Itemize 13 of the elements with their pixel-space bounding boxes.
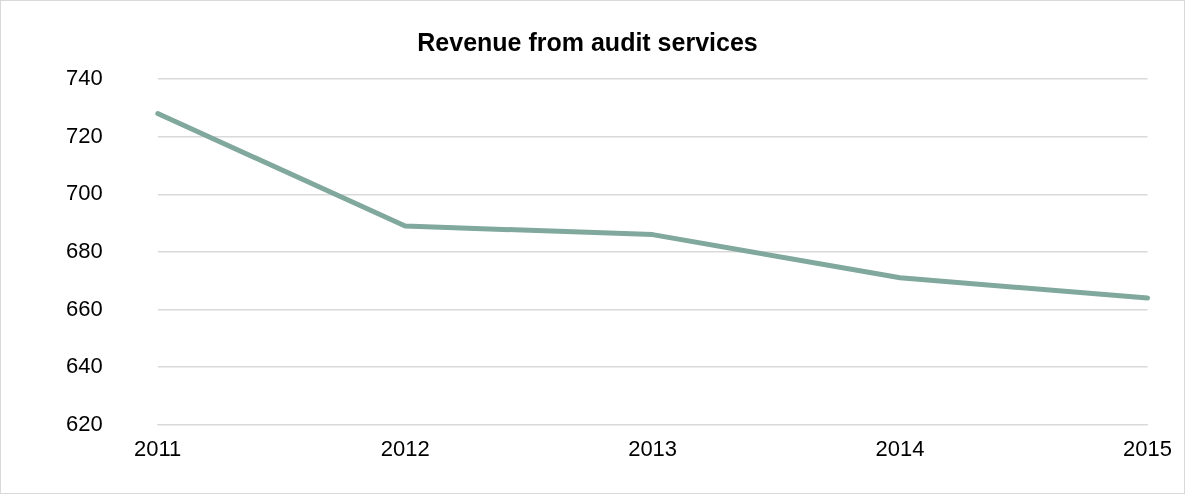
y-tick-label: 660 xyxy=(65,295,103,321)
y-tick-label: 720 xyxy=(65,122,103,148)
y-tick-label: 620 xyxy=(65,410,103,436)
y-tick-label: 640 xyxy=(65,353,103,379)
x-tick-label: 2013 xyxy=(628,436,678,462)
x-tick-label: 2014 xyxy=(875,436,925,462)
chart-title: Revenue from audit services xyxy=(417,27,758,56)
y-tick-label: 700 xyxy=(65,180,103,206)
y-tick-label: 680 xyxy=(65,237,103,263)
x-tick-label: 2012 xyxy=(380,436,430,462)
x-tick-label: 2015 xyxy=(1123,436,1173,462)
y-tick-label: 740 xyxy=(65,65,103,91)
x-tick-label: 2011 xyxy=(134,436,182,462)
